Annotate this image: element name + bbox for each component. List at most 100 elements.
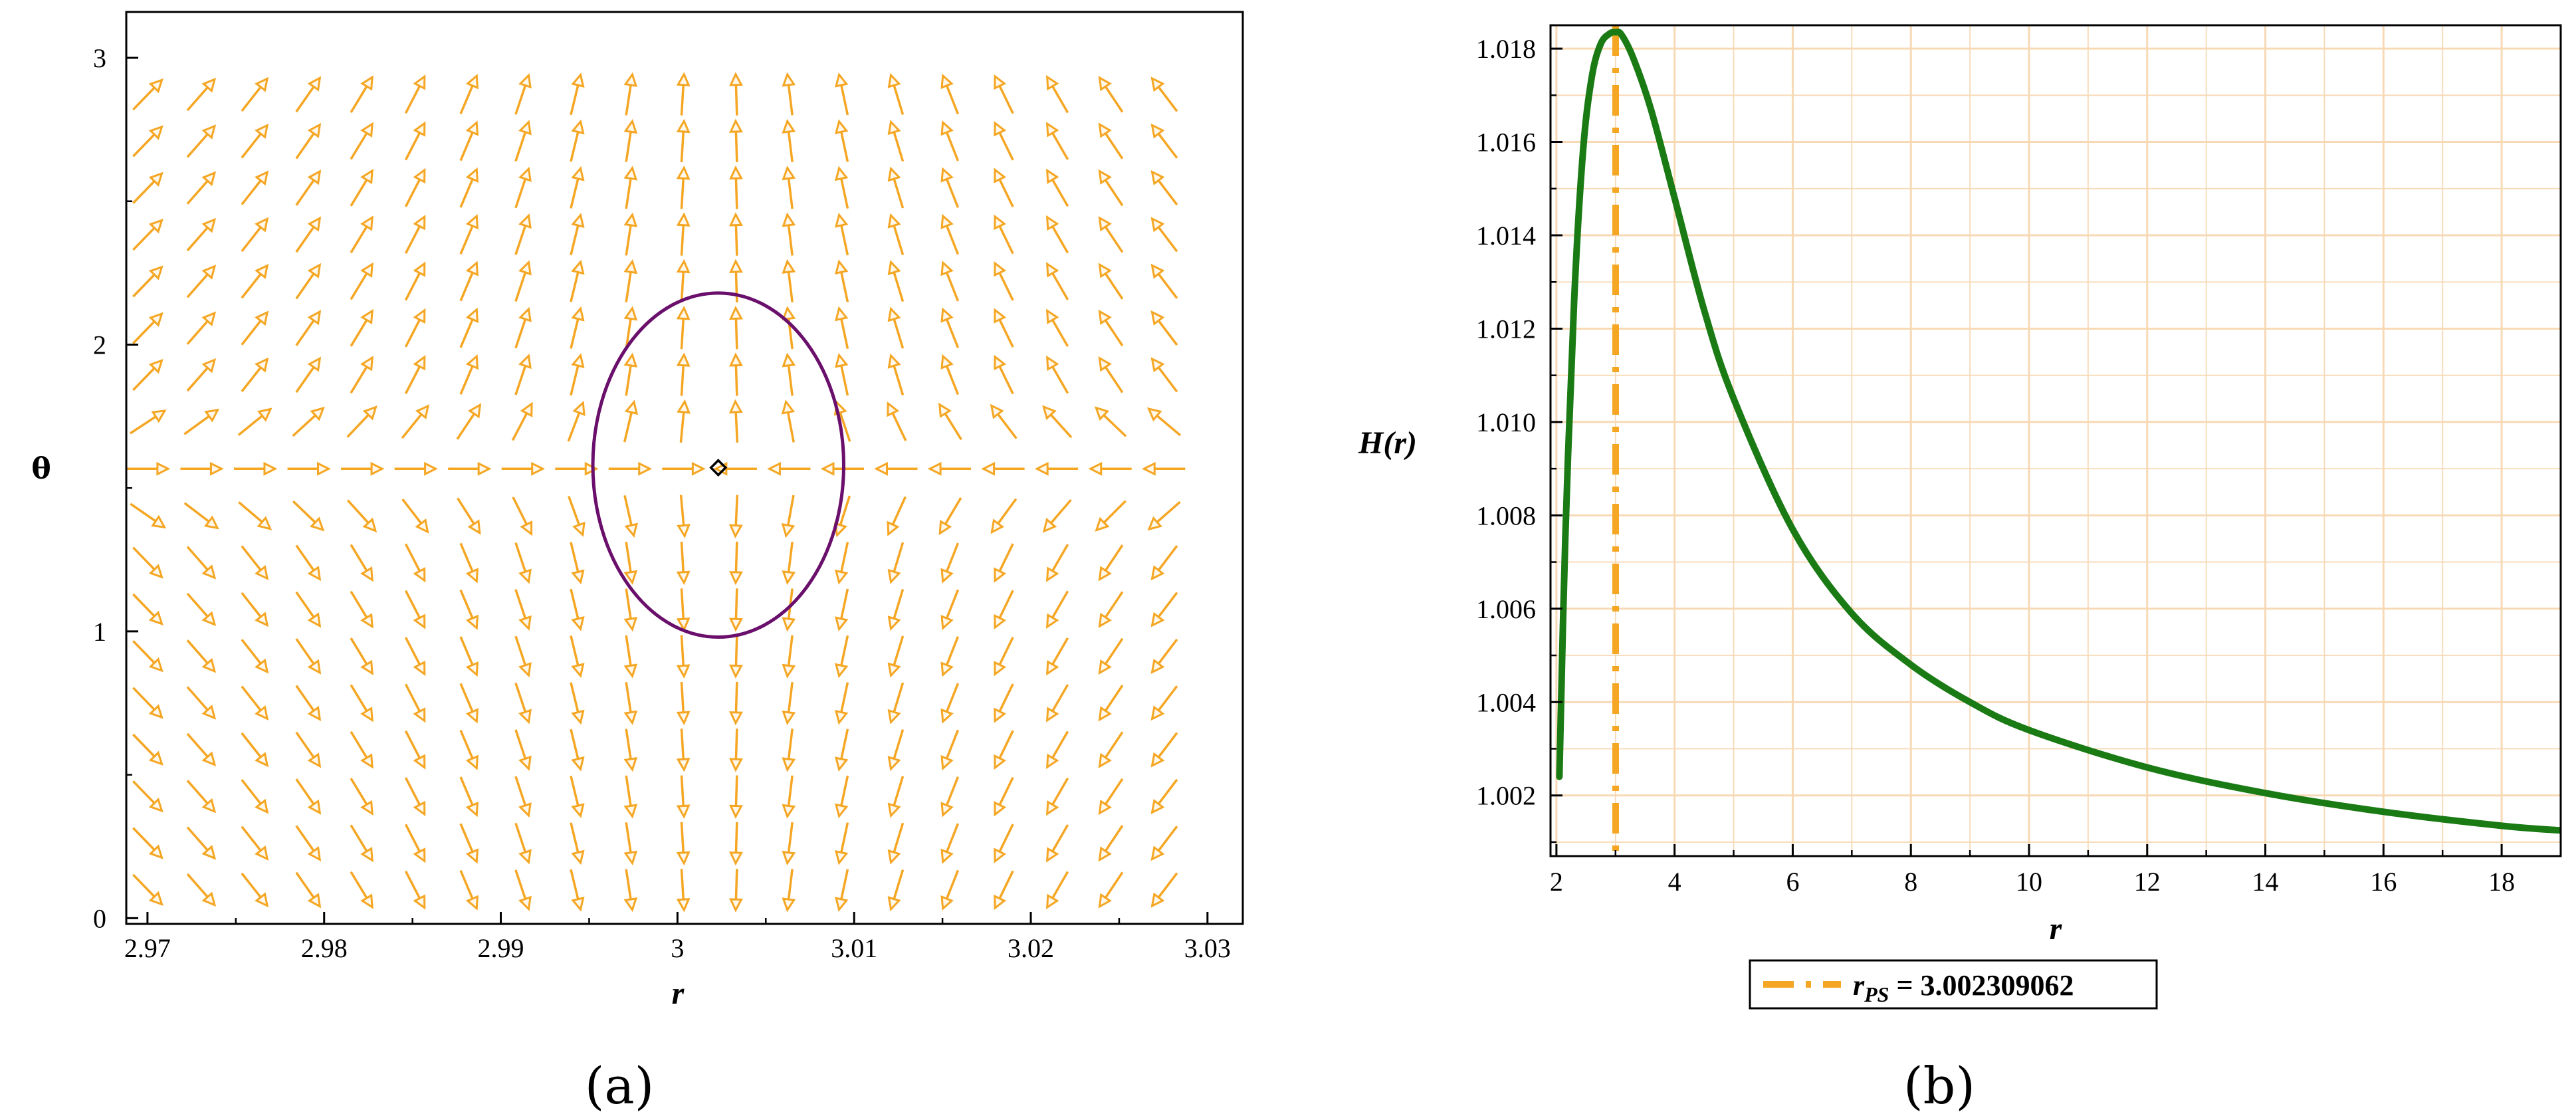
- field-arrowhead: [307, 706, 322, 722]
- y-tick-label-b: 1.016: [1476, 128, 1536, 158]
- field-arrowhead: [729, 851, 743, 866]
- field-arrowhead: [571, 72, 585, 88]
- field-arrowhead: [148, 844, 163, 859]
- x-axis-ticks-a: 2.97 2.98 2.99 3 3.01 3.02 3.03: [124, 912, 1231, 963]
- y-axis-ticks-a: 0 1 2 3: [93, 43, 138, 933]
- field-arrowhead: [990, 403, 1004, 419]
- field-arrowhead: [148, 265, 163, 280]
- x-tick-label-a: 3.02: [1008, 933, 1054, 963]
- field-arrowhead: [676, 118, 691, 134]
- field-arrowhead: [1150, 263, 1165, 279]
- field-arrowhead: [729, 571, 743, 586]
- field-arrowhead: [413, 261, 426, 277]
- x-tick-label-b: 16: [2370, 867, 2397, 897]
- field-arrowhead: [994, 308, 1007, 324]
- field-arrowhead: [1150, 565, 1165, 581]
- field-arrowhead: [571, 306, 585, 322]
- field-arrowhead: [1046, 215, 1059, 231]
- field-arrowhead: [360, 308, 374, 325]
- field-arrowhead: [255, 217, 269, 233]
- field-arrowhead: [994, 613, 1007, 630]
- field-arrowhead: [317, 461, 331, 476]
- field-arrowhead: [781, 399, 796, 415]
- field-arrowhead: [940, 754, 954, 771]
- field-arrowhead: [887, 520, 900, 536]
- field-arrowhead: [676, 306, 691, 320]
- field-arrowhead: [148, 750, 163, 766]
- legend: rPS = 3.002309062: [1749, 959, 2158, 1010]
- field-arrowhead: [1042, 405, 1057, 420]
- field-arrowhead: [691, 461, 706, 476]
- field-arrowhead: [201, 124, 217, 140]
- field-arrowhead: [782, 711, 796, 726]
- field-arrowhead: [729, 711, 743, 726]
- field-arrowhead: [201, 657, 217, 673]
- plot-frame-a: [125, 11, 1244, 925]
- field-arrowhead: [370, 461, 385, 476]
- field-arrowhead: [1046, 800, 1059, 816]
- x-tick-label-b: 8: [1904, 867, 1917, 897]
- field-arrowhead: [994, 754, 1007, 770]
- field-arrowhead: [201, 77, 217, 93]
- field-arrowhead: [518, 213, 532, 229]
- field-arrowhead: [1088, 461, 1103, 476]
- x-axis-label-b: r: [2050, 911, 2063, 947]
- field-arrowhead: [623, 166, 638, 181]
- field-arrowhead: [994, 214, 1007, 231]
- field-arrowhead: [994, 707, 1007, 723]
- field-arrowhead: [1150, 705, 1165, 721]
- field-arrowhead: [940, 307, 954, 323]
- x-tick-label-a: 2.97: [124, 933, 171, 963]
- field-arrowhead: [151, 409, 167, 423]
- field-arrowhead: [255, 124, 269, 139]
- field-arrowhead: [307, 566, 322, 582]
- field-arrowhead: [201, 217, 217, 233]
- field-arrowhead: [1098, 566, 1112, 582]
- field-arrowhead: [676, 617, 691, 632]
- field-arrowhead: [413, 613, 426, 629]
- field-arrowhead: [465, 354, 479, 370]
- field-arrowhead: [782, 166, 796, 181]
- field-arrowhead: [624, 522, 638, 538]
- field-arrowhead: [1150, 799, 1165, 814]
- field-arrowhead: [676, 212, 691, 227]
- field-arrowhead: [887, 615, 901, 631]
- field-arrowhead: [1095, 516, 1110, 532]
- field-arrowhead: [148, 704, 163, 719]
- field-arrowhead: [834, 306, 849, 322]
- field-arrowhead: [676, 898, 691, 913]
- field-arrowhead: [307, 310, 322, 326]
- y-tick-label-b: 1.018: [1476, 34, 1536, 64]
- field-arrowhead: [307, 659, 322, 675]
- field-arrowhead: [1150, 310, 1165, 326]
- field-arrowhead: [834, 353, 849, 368]
- field-arrowhead: [148, 218, 163, 234]
- field-arrowhead: [994, 847, 1007, 863]
- field-arrowhead: [148, 610, 163, 625]
- field-arrowhead: [255, 845, 269, 861]
- field-arrowhead: [584, 461, 599, 476]
- field-arrowhead: [782, 212, 796, 227]
- field-arrowhead: [572, 521, 586, 537]
- field-arrowhead: [201, 311, 217, 327]
- y-tick-label-b: 1.002: [1476, 781, 1536, 811]
- field-arrowhead: [201, 705, 217, 720]
- field-arrowhead: [571, 756, 585, 772]
- panel-label-b: (b): [1903, 1056, 1975, 1114]
- field-arrowhead: [465, 568, 479, 584]
- field-arrowhead: [255, 310, 269, 326]
- field-arrowhead: [307, 122, 322, 138]
- field-arrowhead: [1046, 122, 1059, 138]
- field-arrowhead: [520, 520, 533, 536]
- field-arrowhead: [623, 804, 638, 819]
- field-arrowhead: [994, 801, 1007, 817]
- field-arrowhead: [981, 461, 996, 476]
- field-arrowhead: [623, 570, 638, 585]
- field-arrowhead: [360, 75, 374, 91]
- field-arrowhead: [781, 523, 796, 538]
- field-arrowhead: [1046, 707, 1059, 723]
- field-arrowhead: [834, 616, 849, 631]
- field-arrowhead: [413, 308, 426, 324]
- field-arrowhead: [360, 707, 374, 723]
- field-arrowhead: [467, 403, 482, 419]
